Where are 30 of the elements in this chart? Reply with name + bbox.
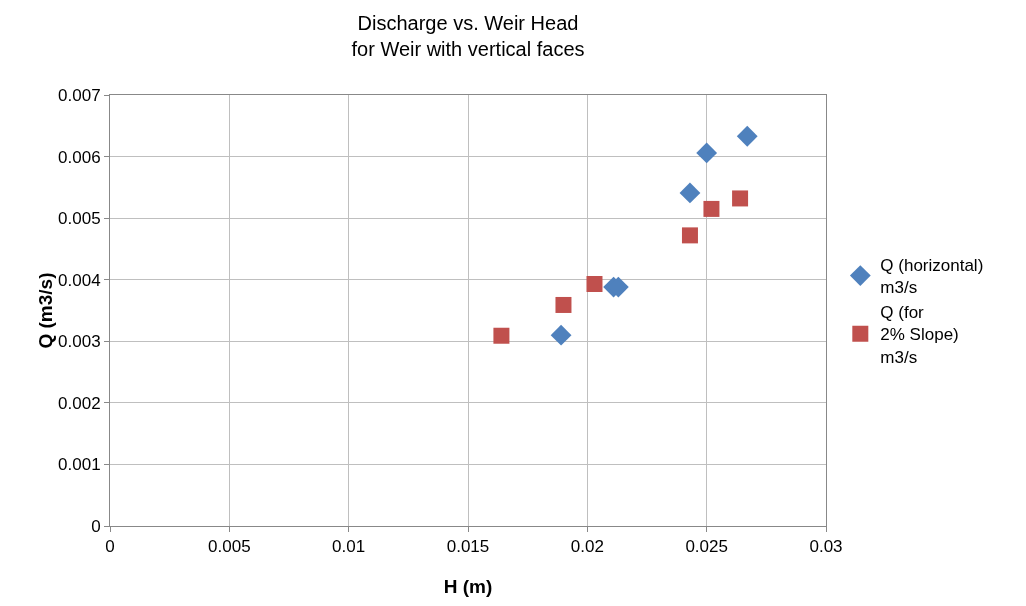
x-tick-label: 0.005 (208, 537, 251, 557)
point (679, 182, 701, 204)
legend-label: Q (horizontal) m3/s (880, 256, 984, 298)
chart-title: Discharge vs. Weir Head for Weir with vertical faces (351, 12, 585, 61)
y-tick-label: 0.006 (58, 147, 101, 167)
legend-label: Q (for 2% Slope) m3/s (880, 303, 959, 367)
x-axis-title: H (m) (443, 576, 493, 597)
x-tick-label: 0.025 (685, 537, 728, 557)
x-tick-label: 0.015 (446, 537, 490, 557)
point (703, 200, 720, 217)
point (681, 227, 698, 244)
y-tick-label: 0.005 (58, 209, 101, 229)
x-tick-label: 0 (105, 537, 115, 557)
y-tick-label: 0.003 (58, 332, 101, 352)
x-tick-label: 0.03 (809, 537, 843, 557)
point (493, 327, 510, 344)
y-tick-label: 0.001 (58, 455, 101, 475)
point (550, 324, 572, 346)
point (555, 296, 572, 313)
y-tick-label: 0.004 (58, 270, 101, 290)
point (736, 125, 758, 147)
y-tick-label: 0.007 (58, 85, 101, 105)
y-tick-label: 0 (91, 516, 101, 536)
y-axis-title: Q (m3/s) (35, 272, 57, 349)
point (696, 142, 718, 164)
point (732, 190, 749, 207)
x-tick-label: 0.01 (332, 537, 366, 557)
point (586, 276, 603, 293)
x-tick-label: 0.02 (570, 537, 604, 557)
y-tick-label: 0.002 (58, 393, 101, 413)
